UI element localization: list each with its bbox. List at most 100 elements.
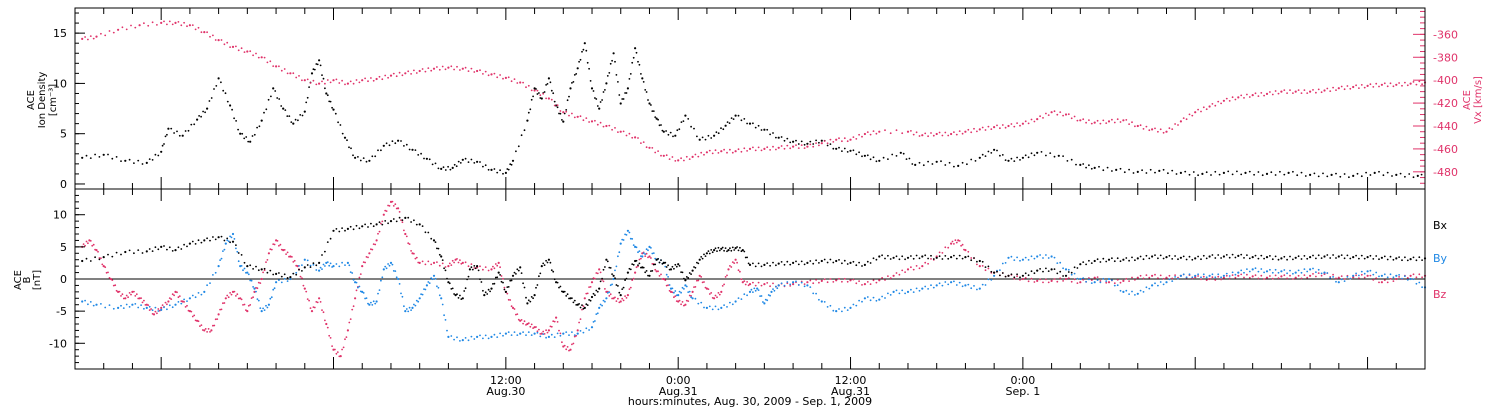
data-point	[371, 155, 374, 158]
data-point	[889, 294, 892, 296]
data-point	[1113, 282, 1116, 285]
data-point	[687, 291, 690, 293]
data-point	[615, 300, 618, 302]
data-point	[1134, 294, 1136, 296]
data-point	[832, 309, 835, 312]
data-point	[275, 281, 278, 284]
data-point	[1162, 283, 1165, 286]
data-point	[1363, 86, 1366, 89]
data-point	[140, 304, 143, 306]
data-point	[711, 308, 714, 311]
data-point	[1171, 277, 1174, 280]
data-point	[482, 289, 484, 292]
data-point	[517, 269, 520, 272]
data-point	[513, 271, 516, 274]
data-point	[950, 281, 953, 284]
data-point	[1294, 256, 1297, 259]
data-point	[145, 161, 148, 164]
data-point	[1010, 123, 1013, 125]
data-point	[1136, 170, 1139, 173]
data-point	[553, 100, 556, 103]
data-point	[1254, 254, 1257, 257]
data-point	[226, 239, 229, 242]
data-point	[657, 258, 659, 260]
data-point	[677, 263, 680, 266]
data-point	[1373, 171, 1376, 174]
data-point	[459, 162, 462, 164]
data-point	[130, 24, 132, 27]
data-point	[588, 286, 590, 288]
data-point	[115, 289, 118, 292]
data-point	[453, 68, 455, 71]
data-point	[1182, 273, 1185, 276]
data-point	[516, 82, 519, 84]
data-point	[444, 68, 447, 71]
data-point	[545, 84, 547, 86]
data-point	[434, 277, 437, 280]
data-point	[1343, 257, 1346, 260]
data-point	[760, 295, 763, 297]
data-point	[444, 269, 447, 272]
data-point	[355, 79, 358, 81]
data-point	[377, 292, 379, 295]
data-point	[128, 306, 131, 308]
data-point	[111, 255, 114, 258]
data-point	[632, 277, 635, 280]
data-point	[324, 87, 326, 90]
data-point	[301, 270, 303, 272]
data-point	[1174, 123, 1176, 125]
data-point	[638, 262, 641, 265]
data-point	[141, 252, 144, 254]
data-point	[1274, 174, 1277, 176]
data-point	[499, 332, 501, 335]
data-point	[401, 295, 404, 298]
data-point	[451, 166, 454, 169]
data-point	[999, 269, 1001, 271]
data-point	[576, 67, 579, 70]
data-point	[744, 256, 747, 259]
data-point	[1177, 258, 1179, 261]
data-point	[730, 266, 733, 268]
data-point	[1401, 259, 1403, 262]
data-point	[573, 335, 576, 338]
data-point	[1303, 268, 1306, 270]
data-point	[674, 134, 677, 137]
data-point	[641, 266, 644, 269]
data-point	[752, 281, 754, 284]
data-point	[582, 305, 585, 308]
data-point	[214, 318, 217, 321]
data-point	[397, 139, 400, 142]
data-point	[118, 290, 121, 293]
data-point	[249, 304, 252, 306]
data-point	[346, 329, 349, 332]
data-point	[1399, 172, 1402, 175]
data-point	[1149, 168, 1152, 171]
data-point	[999, 154, 1001, 157]
data-point	[684, 279, 687, 282]
data-point	[615, 265, 618, 268]
data-point	[326, 241, 329, 244]
legend-by: By	[1433, 252, 1448, 265]
data-point	[321, 80, 323, 83]
data-point	[809, 279, 812, 282]
data-point	[1312, 254, 1314, 257]
data-point	[348, 264, 351, 267]
data-point	[1261, 174, 1264, 177]
data-point	[1360, 84, 1363, 86]
data-point	[306, 259, 309, 262]
data-point	[757, 289, 760, 291]
data-point	[1142, 127, 1145, 130]
data-point	[484, 70, 487, 73]
data-point	[217, 77, 220, 80]
data-point	[553, 278, 556, 281]
data-point	[757, 262, 760, 265]
data-point	[464, 287, 467, 290]
data-point	[1019, 276, 1021, 279]
data-point	[502, 277, 504, 280]
data-point	[157, 154, 160, 157]
data-point	[1265, 92, 1269, 95]
data-point	[681, 301, 684, 303]
data-point	[384, 74, 387, 77]
data-point	[453, 338, 455, 341]
data-point	[252, 286, 255, 288]
